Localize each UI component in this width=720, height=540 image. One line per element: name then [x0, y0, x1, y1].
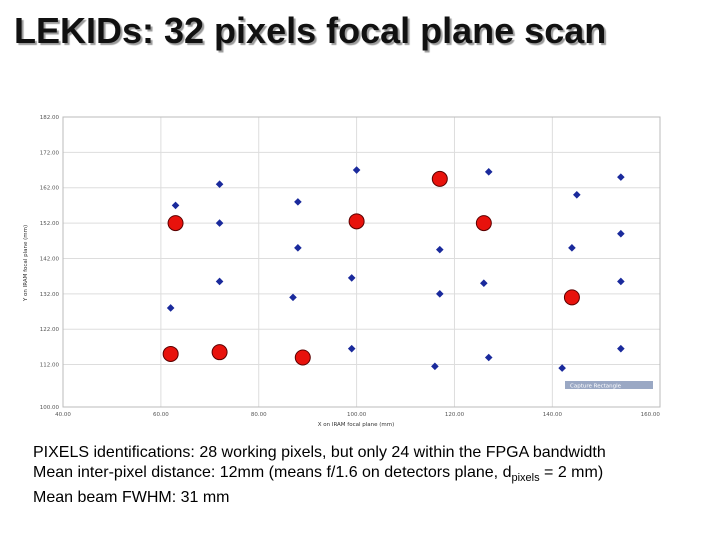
y-tick-label: 132.00	[40, 292, 60, 298]
diamond-point	[484, 168, 493, 176]
diamond-point	[484, 353, 493, 362]
circle-point	[167, 215, 184, 232]
diamond-point	[171, 201, 180, 210]
plot-frame	[62, 116, 661, 408]
x-tick-label: 80.00	[251, 412, 267, 418]
scatter-chart: 40.00 60.00 80.00 100.00 120.00 140.00 160.00 1…	[23, 115, 661, 428]
diamond-point	[166, 304, 175, 312]
x-axis-title: X on IRAM focal plane (mm)	[318, 422, 395, 428]
circle-point	[348, 213, 365, 230]
chart-grid	[63, 117, 660, 407]
axis-ticks: 40.00 60.00 80.00 100.00 120.00 140.00 160.00 1…	[40, 115, 661, 418]
x-tick-label: 40.00	[55, 412, 71, 418]
diamond-point	[568, 244, 576, 252]
capture-rectangle-button[interactable]: Capture Rectangle	[565, 381, 653, 390]
diamond-point	[573, 191, 581, 199]
y-tick-label: 142.00	[40, 256, 60, 262]
diamond-point	[289, 293, 297, 302]
y-tick-label: 182.00	[40, 115, 60, 121]
y-tick-label: 100.00	[40, 405, 60, 411]
circle-point	[431, 170, 448, 187]
slide-title: LEKIDs: 32 pixels focal plane scan	[14, 10, 607, 51]
y-tick-label: 172.00	[40, 150, 60, 156]
diamond-point	[435, 290, 444, 298]
diamond-point	[617, 277, 625, 286]
x-tick-label: 140.00	[543, 412, 563, 418]
diamond-point	[480, 279, 488, 288]
diamond-point	[215, 219, 224, 227]
capture-rectangle-bg[interactable]	[565, 381, 653, 389]
diamond-point	[558, 364, 566, 372]
note-inter-pixel-distance: Mean inter-pixel distance: 12mm (means f…	[33, 463, 713, 488]
y-tick-label: 162.00	[40, 186, 60, 192]
y-tick-label: 122.00	[40, 327, 60, 333]
y-axis-title: Y on IRAM focal plane (mm)	[23, 225, 29, 302]
note-distance-text: Mean inter-pixel distance: 12mm (means f…	[33, 464, 512, 481]
note-distance-subscript: pixels	[511, 472, 540, 485]
diamond-point	[431, 362, 439, 371]
data-points	[162, 166, 625, 372]
circle-point	[563, 289, 580, 306]
capture-rectangle-label[interactable]: Capture Rectangle	[570, 384, 622, 390]
x-tick-label: 120.00	[445, 412, 465, 418]
circle-point	[162, 345, 179, 362]
circle-point	[211, 344, 228, 361]
diamond-point	[347, 344, 356, 353]
note-pixel-identification: PIXELS identifications: 28 working pixel…	[33, 444, 606, 461]
diamond-point	[215, 277, 224, 286]
y-tick-label: 152.00	[40, 221, 60, 227]
diamond-point	[435, 245, 444, 254]
y-tick-label: 112.00	[40, 363, 60, 369]
diamond-point	[617, 229, 625, 238]
diamond-point	[215, 180, 224, 188]
diamond-point	[617, 344, 625, 353]
x-tick-label: 100.00	[347, 412, 367, 418]
circle-point	[475, 215, 492, 232]
diamond-point	[347, 274, 356, 282]
diamond-point	[294, 244, 302, 252]
diamond-point	[617, 173, 625, 181]
notes-block: PIXELS identifications: 28 working pixel…	[33, 443, 713, 508]
diamond-point	[294, 198, 302, 206]
circle-point	[294, 349, 311, 366]
x-tick-label: 160.00	[641, 412, 661, 418]
diamond-point	[352, 166, 361, 174]
note-distance-value: = 2 mm)	[539, 464, 604, 481]
note-beam-fwhm: Mean beam FWHM: 31 mm	[33, 489, 230, 507]
x-tick-label: 60.00	[153, 412, 169, 418]
